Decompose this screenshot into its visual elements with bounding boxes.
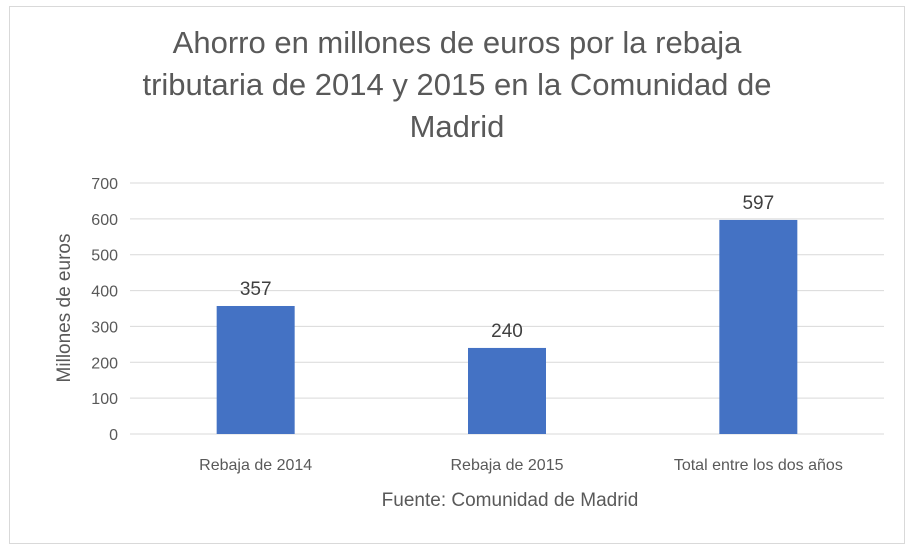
y-tick-label: 700 xyxy=(91,176,118,193)
bar xyxy=(468,347,546,434)
y-axis-ticks: 0 100 200 300 400 500 600 700 xyxy=(91,176,118,444)
bars xyxy=(216,219,798,434)
y-tick-label: 500 xyxy=(91,248,118,265)
data-label: 240 xyxy=(491,321,523,342)
data-labels: 357 240 597 xyxy=(240,193,774,342)
bar xyxy=(719,219,798,434)
y-axis-label: Millones de euros xyxy=(54,234,75,383)
y-tick-label: 200 xyxy=(91,355,118,372)
chart-title-line-1: Ahorro en millones de euros por la rebaj… xyxy=(172,25,742,60)
y-tick-label: 0 xyxy=(109,427,118,444)
x-axis-label-source: Fuente: Comunidad de Madrid xyxy=(382,490,639,511)
category-label: Rebaja de 2014 xyxy=(199,457,312,474)
y-tick-label: 600 xyxy=(91,212,118,229)
bar xyxy=(216,305,295,434)
y-tick-label: 400 xyxy=(91,284,118,301)
chart-title: Ahorro en millones de euros por la rebaj… xyxy=(0,22,914,148)
category-label: Rebaja de 2015 xyxy=(451,457,564,474)
category-labels: Rebaja de 2014 Rebaja de 2015 Total entre … xyxy=(199,457,843,474)
chart-title-line-3: Madrid xyxy=(409,109,505,144)
chart-title-line-2: tributaria de 2014 y 2015 en la Comunida… xyxy=(142,67,772,102)
data-label: 597 xyxy=(742,193,774,214)
category-label: Total entre los dos años xyxy=(674,457,843,474)
y-tick-label: 300 xyxy=(91,319,118,336)
y-tick-label: 100 xyxy=(91,391,118,408)
data-label: 357 xyxy=(240,279,272,300)
